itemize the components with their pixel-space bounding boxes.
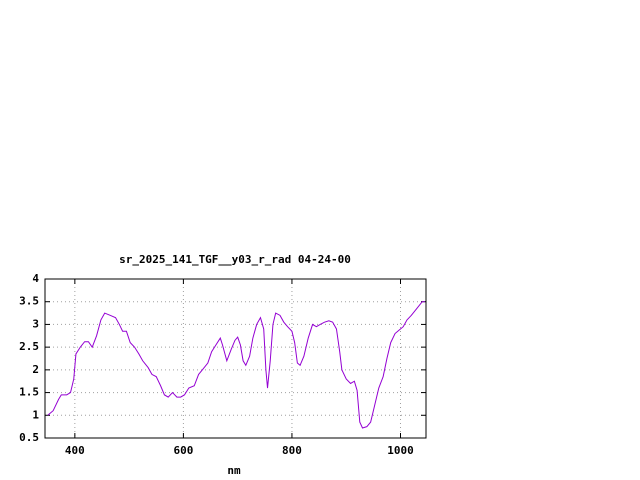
y-tick-label: 1.5 [19, 386, 39, 399]
y-tick-label: 0.5 [19, 431, 39, 444]
x-axis-label: nm [227, 464, 241, 477]
x-tick-label: 600 [173, 444, 193, 457]
x-tick-label: 1000 [387, 444, 414, 457]
x-tick-label: 400 [65, 444, 85, 457]
data-line [47, 301, 425, 429]
y-tick-label: 2.5 [19, 340, 39, 353]
y-tick-label: 2 [32, 363, 39, 376]
y-tick-label: 3 [32, 317, 39, 330]
x-tick-label: 800 [282, 444, 302, 457]
y-tick-label: 3.5 [19, 295, 39, 308]
y-tick-label: 1 [32, 408, 39, 421]
plot-frame [44, 278, 427, 439]
y-tick-label: 4 [32, 272, 39, 285]
chart-title: sr_2025_141_TGF__y03_r_rad 04-24-00 [119, 253, 351, 266]
